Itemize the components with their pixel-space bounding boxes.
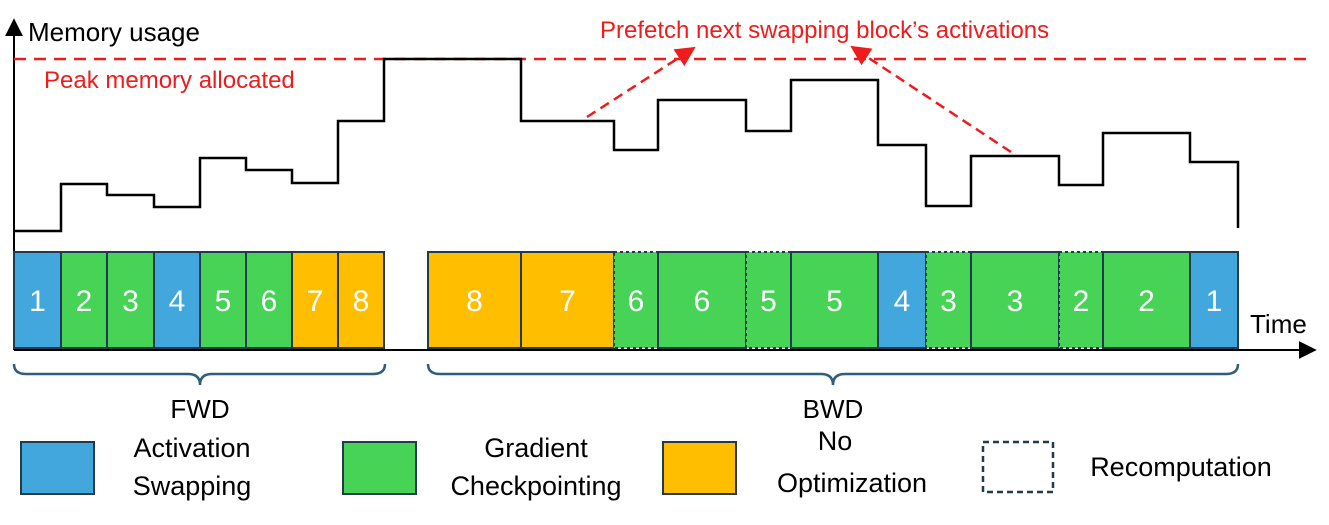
legend-no-optimization-line2: Optimization [777,468,927,498]
bwd-block-label: 8 [466,285,483,318]
prefetch-arrow-right [850,45,1012,154]
legend-swatch-no-optimization [662,441,737,495]
legend-no-optimization-line1: No [818,426,853,456]
bwd-block-1-activation-swapping [1189,251,1239,349]
fwd-block-4-activation-swapping [153,251,201,349]
legend-gradient-checkpointing-line2: Checkpointing [450,471,621,501]
fwd-block-label: 5 [215,285,232,318]
bwd-block-4-activation-swapping [877,251,927,349]
legend: Activation Swapping Gradient Checkpointi… [20,426,1272,501]
bwd-block-label: 3 [940,285,957,318]
fwd-block-label: 1 [29,285,46,318]
bwd-block-label: 4 [894,285,911,318]
fwd-block-8-no-optimization [337,251,385,349]
legend-swatch-activation-swapping [20,441,95,495]
legend-swatch-gradient-checkpointing [342,441,417,495]
bwd-block-3-gradient-checkpointing [970,251,1060,349]
bwd-brace [426,363,1240,386]
bwd-block-2-gradient-checkpointing-recompute [1058,251,1104,349]
bwd-block-label: 5 [826,285,843,318]
bwd-block-label: 6 [628,285,645,318]
memory-usage-curve [14,57,1240,233]
fwd-block-2-gradient-checkpointing [60,251,108,349]
fwd-block-label: 2 [76,285,93,318]
legend-activation-swapping-line1: Activation [133,433,250,463]
fwd-block-3-gradient-checkpointing [106,251,155,349]
y-axis-label: Memory usage [28,17,200,47]
bwd-block-7-no-optimization [520,251,615,349]
legend-swatch-recomputation [981,440,1055,494]
bwd-block-label: 7 [559,285,576,318]
bwd-block-label: 1 [1206,285,1223,318]
fwd-block-label: 6 [261,285,278,318]
fwd-block-label: 7 [307,285,324,318]
fwd-label: FWD [170,394,229,424]
fwd-block-label: 3 [122,285,139,318]
bwd-block-label: 6 [694,285,711,318]
bwd-block-label: 5 [760,285,777,318]
bwd-block-label: 3 [1007,285,1024,318]
x-axis-label: Time [1250,309,1307,339]
bwd-block-label: 2 [1073,285,1090,318]
bwd-block-8-no-optimization [427,251,522,349]
legend-recomputation: Recomputation [1090,452,1272,482]
bwd-block-3-gradient-checkpointing-recompute [925,251,972,349]
prefetch-annotation: Prefetch next swapping block’s activatio… [600,17,1049,44]
bwd-block-5-gradient-checkpointing [790,251,879,349]
legend-gradient-checkpointing-line1: Gradient [484,433,588,463]
peak-memory-label: Peak memory allocated [44,67,295,94]
fwd-block-label: 4 [169,285,186,318]
prefetch-arrow-left [586,46,696,119]
fwd-block-label: 8 [353,285,370,318]
bwd-block-5-gradient-checkpointing-recompute [745,251,792,349]
bwd-block-label: 2 [1138,285,1155,318]
fwd-block-1-activation-swapping [13,251,62,349]
fwd-block-6-gradient-checkpointing [245,251,293,349]
fwd-brace [12,363,387,386]
bwd-block-6-gradient-checkpointing [657,251,747,349]
bwd-label: BWD [803,394,864,424]
legend-activation-swapping-line2: Swapping [133,471,252,501]
